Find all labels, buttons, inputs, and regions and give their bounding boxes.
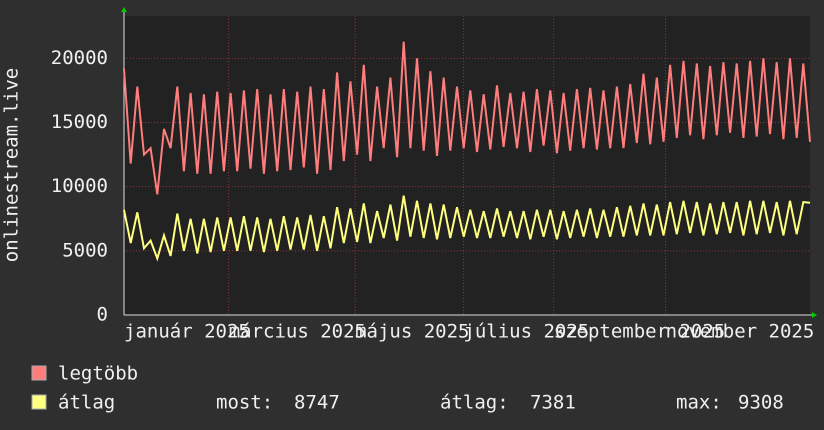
stat-value: 8747	[294, 392, 340, 414]
x-tick-label: július 2025	[463, 321, 589, 343]
x-tick-label: május 2025	[355, 321, 469, 343]
series-line	[123, 41, 811, 195]
stat-label: max:	[676, 392, 722, 414]
series-line	[123, 195, 811, 262]
y-tick-label: 10000	[51, 175, 108, 197]
legend-label: átlag	[58, 392, 115, 414]
y-tick-label: 15000	[51, 111, 108, 133]
plot-area	[124, 16, 810, 315]
y-tick-label: 20000	[51, 47, 108, 69]
legend-swatch	[31, 365, 47, 381]
x-tick-label: szeptember 2025	[554, 321, 726, 343]
axis-arrow	[121, 7, 127, 12]
x-tick-label: január 2025	[124, 321, 250, 343]
stat-value: 9308	[738, 392, 784, 414]
y-axis-label: onlinestream.live	[1, 68, 23, 262]
x-tick-label: november 2025	[666, 321, 815, 343]
legend-swatch	[31, 394, 47, 410]
y-tick-label: 5000	[62, 239, 108, 261]
stat-value: 7381	[530, 392, 576, 414]
legend-label: legtöbb	[58, 363, 138, 385]
axis-arrow	[812, 312, 817, 318]
stat-label: most:	[216, 392, 273, 414]
x-tick-label: március 2025	[229, 321, 366, 343]
y-tick-label: 0	[97, 304, 108, 326]
stat-label: átlag:	[440, 392, 509, 414]
